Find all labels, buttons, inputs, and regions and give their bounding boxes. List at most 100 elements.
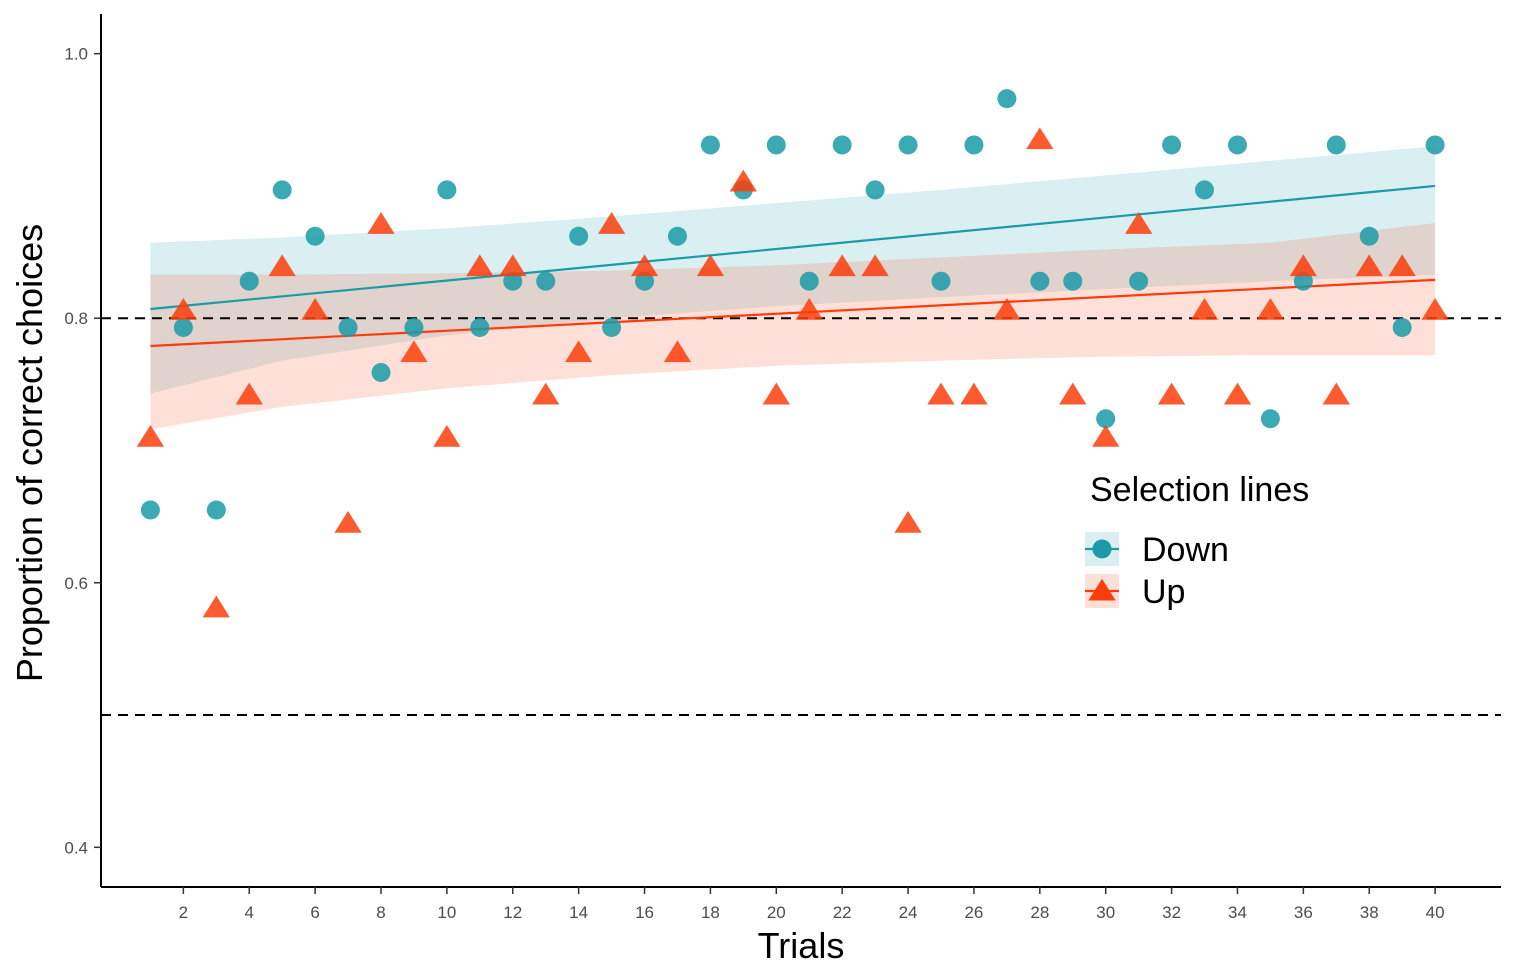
legend-label-up: Up: [1142, 573, 1185, 611]
x-tick-label: 4: [245, 903, 254, 922]
confidence-bands: [150, 146, 1436, 430]
x-tick-label: 36: [1294, 903, 1313, 922]
point-up: [1157, 382, 1186, 405]
point-up: [400, 340, 428, 363]
x-tick-label: 40: [1426, 903, 1445, 922]
legend-key-up: [1085, 574, 1119, 608]
x-tick-label: 14: [569, 903, 588, 922]
point-up: [1322, 382, 1350, 405]
point-down: [667, 226, 687, 246]
x-tick-label: 12: [503, 903, 522, 922]
point-down: [700, 135, 720, 155]
point-down: [832, 135, 852, 155]
point-up: [861, 254, 889, 277]
x-tick-label: 10: [437, 903, 456, 922]
point-down: [1030, 271, 1050, 291]
point-down: [865, 180, 885, 200]
point-down: [404, 317, 424, 337]
point-down: [1195, 180, 1215, 200]
point-up: [993, 298, 1021, 320]
legend-key-down: [1085, 532, 1119, 566]
y-tick-label: 0.4: [64, 838, 88, 857]
data-points: [136, 89, 1449, 618]
legend-key-marker: [1088, 578, 1116, 601]
point-down: [1063, 271, 1083, 291]
point-up: [1421, 298, 1449, 320]
point-up: [1223, 382, 1252, 405]
x-tick-label: 20: [767, 903, 786, 922]
point-up: [729, 169, 757, 192]
x-axis-title: Trials: [758, 925, 845, 966]
point-up: [795, 298, 823, 320]
point-up: [894, 510, 922, 533]
point-down: [1293, 271, 1313, 291]
legend-label-down: Down: [1142, 531, 1229, 569]
point-down: [1392, 317, 1412, 337]
point-down: [569, 226, 589, 246]
point-up: [367, 212, 395, 234]
y-tick-label: 0.8: [64, 309, 88, 328]
point-up: [1026, 127, 1054, 150]
point-down: [635, 271, 655, 291]
y-tick-label: 1.0: [64, 45, 88, 64]
point-down: [1359, 226, 1379, 246]
point-up: [1355, 254, 1383, 277]
x-tick-label: 6: [310, 903, 319, 922]
point-up: [762, 382, 790, 405]
point-up: [565, 340, 593, 363]
point-up: [334, 510, 362, 533]
point-up: [1092, 424, 1120, 447]
x-tick-label: 38: [1360, 903, 1379, 922]
point-down: [536, 271, 556, 291]
point-down: [1096, 409, 1116, 429]
point-up: [1059, 382, 1087, 405]
point-up: [1190, 298, 1219, 320]
point-up: [169, 298, 197, 320]
point-up: [136, 424, 165, 447]
point-down: [602, 317, 622, 337]
point-down: [766, 135, 786, 155]
fit-line-down: [150, 184, 1436, 311]
point-up: [235, 382, 263, 405]
point-down: [1129, 271, 1149, 291]
point-down: [1260, 409, 1280, 429]
axes: 2 4 6 8 10 12 14 16 18 20 22 24 26 28 30 32 34 36 38 400.40…: [64, 14, 1501, 922]
point-down: [338, 317, 358, 337]
point-down: [371, 362, 391, 382]
point-down: [964, 135, 984, 155]
x-tick-label: 24: [899, 903, 918, 922]
legend: Selection lines Down Up: [1085, 471, 1309, 611]
point-down: [799, 271, 819, 291]
point-up: [466, 254, 494, 277]
point-down: [997, 89, 1017, 109]
point-down: [206, 500, 226, 520]
x-tick-label: 2: [179, 903, 188, 922]
fit-lines: [150, 184, 1436, 348]
x-tick-label: 22: [833, 903, 852, 922]
point-up: [532, 382, 560, 405]
x-tick-label: 18: [701, 903, 720, 922]
point-up: [433, 424, 461, 447]
y-axis-title: Proportion of correct choices: [9, 224, 50, 682]
point-up: [499, 254, 527, 277]
point-up: [202, 595, 230, 618]
point-down: [898, 135, 918, 155]
x-tick-label: 28: [1030, 903, 1049, 922]
x-tick-label: 16: [635, 903, 654, 922]
y-tick-label: 0.6: [64, 574, 88, 593]
point-up: [1125, 212, 1153, 234]
point-down: [1162, 135, 1182, 155]
point-up: [696, 254, 725, 277]
point-up: [1289, 254, 1317, 277]
legend-title: Selection lines: [1090, 471, 1309, 509]
point-up: [268, 254, 296, 277]
point-up: [828, 254, 856, 277]
x-tick-label: 30: [1096, 903, 1115, 922]
x-tick-label: 8: [376, 903, 385, 922]
point-down: [272, 180, 292, 200]
legend-key-marker: [1092, 539, 1112, 559]
point-down: [140, 500, 160, 520]
point-down: [305, 226, 325, 246]
point-down: [1227, 135, 1247, 155]
